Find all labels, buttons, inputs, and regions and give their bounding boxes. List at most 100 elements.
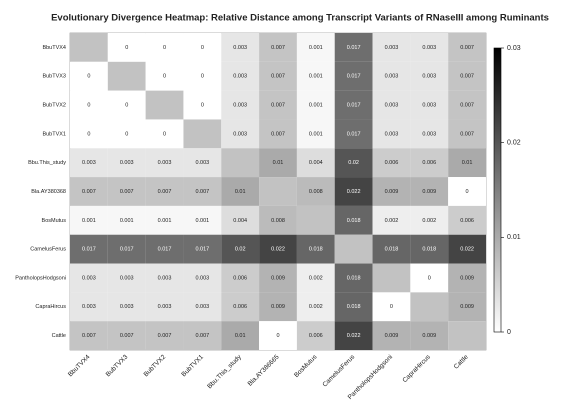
cell <box>448 205 486 235</box>
cell <box>70 321 108 350</box>
cell-label: 0.017 <box>158 247 172 253</box>
cell-label: 0 <box>87 74 90 80</box>
cell-label: 0.003 <box>233 131 247 137</box>
y-tick-label: BosMutus <box>42 218 67 224</box>
empty-cell <box>372 263 411 293</box>
x-tick-label: BubTVX1 <box>180 353 205 378</box>
cell <box>70 292 108 322</box>
cell <box>259 33 297 62</box>
cell-label: 0.02 <box>235 247 246 253</box>
cell-label: 0.01 <box>235 189 246 195</box>
cell <box>107 119 146 149</box>
cell <box>183 234 222 264</box>
colorbar <box>493 47 502 333</box>
cell <box>183 148 222 178</box>
colorbar-tick-label: 0 <box>507 329 511 336</box>
cell <box>70 263 108 293</box>
cell <box>448 119 486 149</box>
cell-label: 0.002 <box>385 218 399 224</box>
cell <box>70 177 108 206</box>
cell <box>145 263 184 293</box>
cell <box>410 205 449 235</box>
cell <box>70 61 108 91</box>
cell <box>145 119 184 149</box>
cell-label: 0.009 <box>460 304 474 310</box>
cell <box>334 33 373 62</box>
cell-label: 0.006 <box>422 160 436 166</box>
cell <box>296 148 335 178</box>
cell <box>334 119 373 149</box>
cell <box>183 177 222 206</box>
cell <box>145 177 184 206</box>
cell-label: 0.007 <box>158 333 172 339</box>
cell-label: 0.007 <box>271 45 285 51</box>
cell-label: 0 <box>163 74 166 80</box>
cell-label: 0.009 <box>271 304 285 310</box>
cell <box>296 61 335 91</box>
empty-cell <box>145 90 184 120</box>
cell <box>107 234 146 264</box>
cell-label: 0.008 <box>271 218 285 224</box>
cell-label: 0.007 <box>82 333 96 339</box>
cell-label: 0.01 <box>273 160 284 166</box>
cell <box>70 148 108 178</box>
cell <box>145 205 184 235</box>
cell-label: 0.003 <box>233 45 247 51</box>
cell-label: 0 <box>163 131 166 137</box>
cell-label: 0.003 <box>385 45 399 51</box>
cell-label: 0.007 <box>271 131 285 137</box>
cell-label: 0.01 <box>462 160 473 166</box>
cell <box>259 90 297 120</box>
cell <box>372 234 411 264</box>
cell-label: 0.007 <box>195 333 209 339</box>
cell <box>221 90 260 120</box>
cell <box>410 61 449 91</box>
x-tick-label: Cattle <box>453 353 470 370</box>
cell <box>334 61 373 91</box>
cell-label: 0.007 <box>271 102 285 108</box>
cell-label: 0.003 <box>158 275 172 281</box>
x-tick-label: BubTVX2 <box>143 353 168 378</box>
cell-label: 0.018 <box>347 304 361 310</box>
cell-label: 0.017 <box>347 131 361 137</box>
cell <box>448 33 486 62</box>
cell <box>410 119 449 149</box>
cell-label: 0 <box>125 131 128 137</box>
cell-label: 0.007 <box>82 189 96 195</box>
cell-label: 0.022 <box>460 247 474 253</box>
cell <box>107 177 146 206</box>
cell <box>221 119 260 149</box>
cell-label: 0.003 <box>82 275 96 281</box>
cell <box>70 205 108 235</box>
empty-cell <box>334 234 373 264</box>
cell <box>296 119 335 149</box>
cell <box>296 33 335 62</box>
empty-cell <box>183 119 222 149</box>
cell <box>410 234 449 264</box>
cell-label: 0.003 <box>82 160 96 166</box>
x-tick-label: BubTVX3 <box>105 353 130 378</box>
cell <box>145 321 184 350</box>
cell <box>145 61 184 91</box>
cell <box>107 90 146 120</box>
x-tick-label: BbuTVX4 <box>67 353 92 378</box>
cell-label: 0.006 <box>385 160 399 166</box>
cell-label: 0.003 <box>195 275 209 281</box>
cell <box>410 90 449 120</box>
cell-label: 0.007 <box>460 102 474 108</box>
cell-label: 0 <box>125 102 128 108</box>
cell <box>372 321 411 350</box>
cell-label: 0.006 <box>309 333 323 339</box>
cell <box>448 292 486 322</box>
cell <box>296 292 335 322</box>
cell <box>259 61 297 91</box>
y-tick-label: CapraHircus <box>35 304 66 310</box>
cell <box>448 148 486 178</box>
cell <box>145 234 184 264</box>
cell-label: 0.001 <box>309 45 323 51</box>
cell-label: 0.009 <box>385 333 399 339</box>
cell-label: 0 <box>87 131 90 137</box>
cell-label: 0 <box>201 102 204 108</box>
cell-label: 0.003 <box>385 74 399 80</box>
empty-cell <box>296 205 335 235</box>
